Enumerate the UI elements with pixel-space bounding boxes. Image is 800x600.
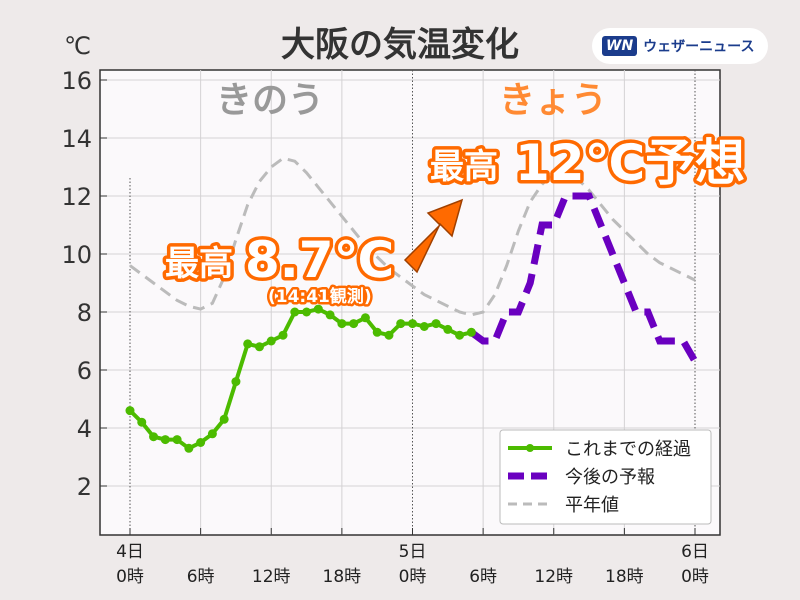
y-tick-label: 16 <box>61 67 92 95</box>
y-tick-label: 8 <box>77 299 92 327</box>
observed-point <box>254 342 264 352</box>
y-tick-label: 4 <box>77 415 92 443</box>
normal-line <box>129 156 696 317</box>
max-today-value: 12℃予想 <box>515 134 745 192</box>
today-label: きょう <box>499 80 607 121</box>
observed-point <box>360 313 370 323</box>
chart-title: 大阪の気温変化 <box>281 25 519 65</box>
observed-point <box>325 310 335 320</box>
observed-point <box>219 414 229 424</box>
observed-point <box>396 319 406 329</box>
y-tick-label: 2 <box>77 473 92 501</box>
max-today-prefix: 最高 <box>430 147 498 187</box>
observed-point <box>278 330 288 340</box>
forecast-line <box>469 192 699 364</box>
logo-mark: WN <box>602 36 638 56</box>
observed-point <box>137 417 147 427</box>
y-tick-label: 10 <box>61 241 92 269</box>
logo-text: ウェザーニュース <box>643 39 755 55</box>
y-unit-label: ℃ <box>64 32 91 60</box>
y-tick-label: 6 <box>77 357 92 385</box>
x-tick-hour: 18時 <box>323 567 362 587</box>
observed-point <box>337 319 347 329</box>
observed-point <box>313 304 323 314</box>
observed-point <box>149 432 159 442</box>
legend-observed-label: これまでの経過 <box>565 439 691 460</box>
weathernews-logo: WN ウェザーニュース <box>592 28 768 64</box>
x-tick-hour: 12時 <box>534 567 573 587</box>
observed-point <box>207 429 217 439</box>
arrow-icon <box>403 198 464 274</box>
observed-point <box>349 319 359 329</box>
observed-point <box>290 307 300 317</box>
x-tick-hour: 6時 <box>187 567 215 587</box>
x-tick-hour: 12時 <box>252 567 291 587</box>
observed-point <box>443 324 453 334</box>
observed-point <box>243 339 253 349</box>
x-tick-hour: 6時 <box>469 567 497 587</box>
x-tick-hour: 18時 <box>605 567 644 587</box>
observed-point <box>266 336 276 346</box>
legend-box <box>499 429 712 525</box>
legend-forecast-label: 今後の予報 <box>565 467 655 488</box>
max-yesterday-prefix: 最高 <box>165 244 233 284</box>
observed-point <box>466 327 476 337</box>
observed-point <box>455 330 465 340</box>
observed-point <box>419 322 429 331</box>
observed-point <box>372 327 382 337</box>
x-tick-hour: 0時 <box>116 567 144 587</box>
observed-point <box>231 377 241 387</box>
legend-observed-marker <box>526 444 534 452</box>
observed-point <box>172 435 182 445</box>
observed-point <box>125 406 135 416</box>
x-tick-hour: 0時 <box>681 567 709 587</box>
observed-point <box>408 319 417 329</box>
max-yesterday-note: (14:41観測) <box>268 286 372 307</box>
observed-point <box>302 307 312 317</box>
y-tick-label: 12 <box>61 183 92 211</box>
x-tick-date: 5日 <box>399 542 427 562</box>
x-tick-hour: 0時 <box>399 567 427 587</box>
observed-point <box>431 319 441 329</box>
observed-point <box>384 330 394 340</box>
observed-point <box>160 435 170 445</box>
max-yesterday-value: 8.7℃ <box>245 231 394 289</box>
y-tick-label: 14 <box>61 125 92 153</box>
x-tick-date: 6日 <box>681 542 709 562</box>
observed-point <box>196 438 206 447</box>
x-tick-date: 4日 <box>116 542 144 562</box>
legend-normal-label: 平年値 <box>565 495 619 516</box>
yesterday-label: きのう <box>216 80 324 121</box>
observed-point <box>184 443 194 453</box>
